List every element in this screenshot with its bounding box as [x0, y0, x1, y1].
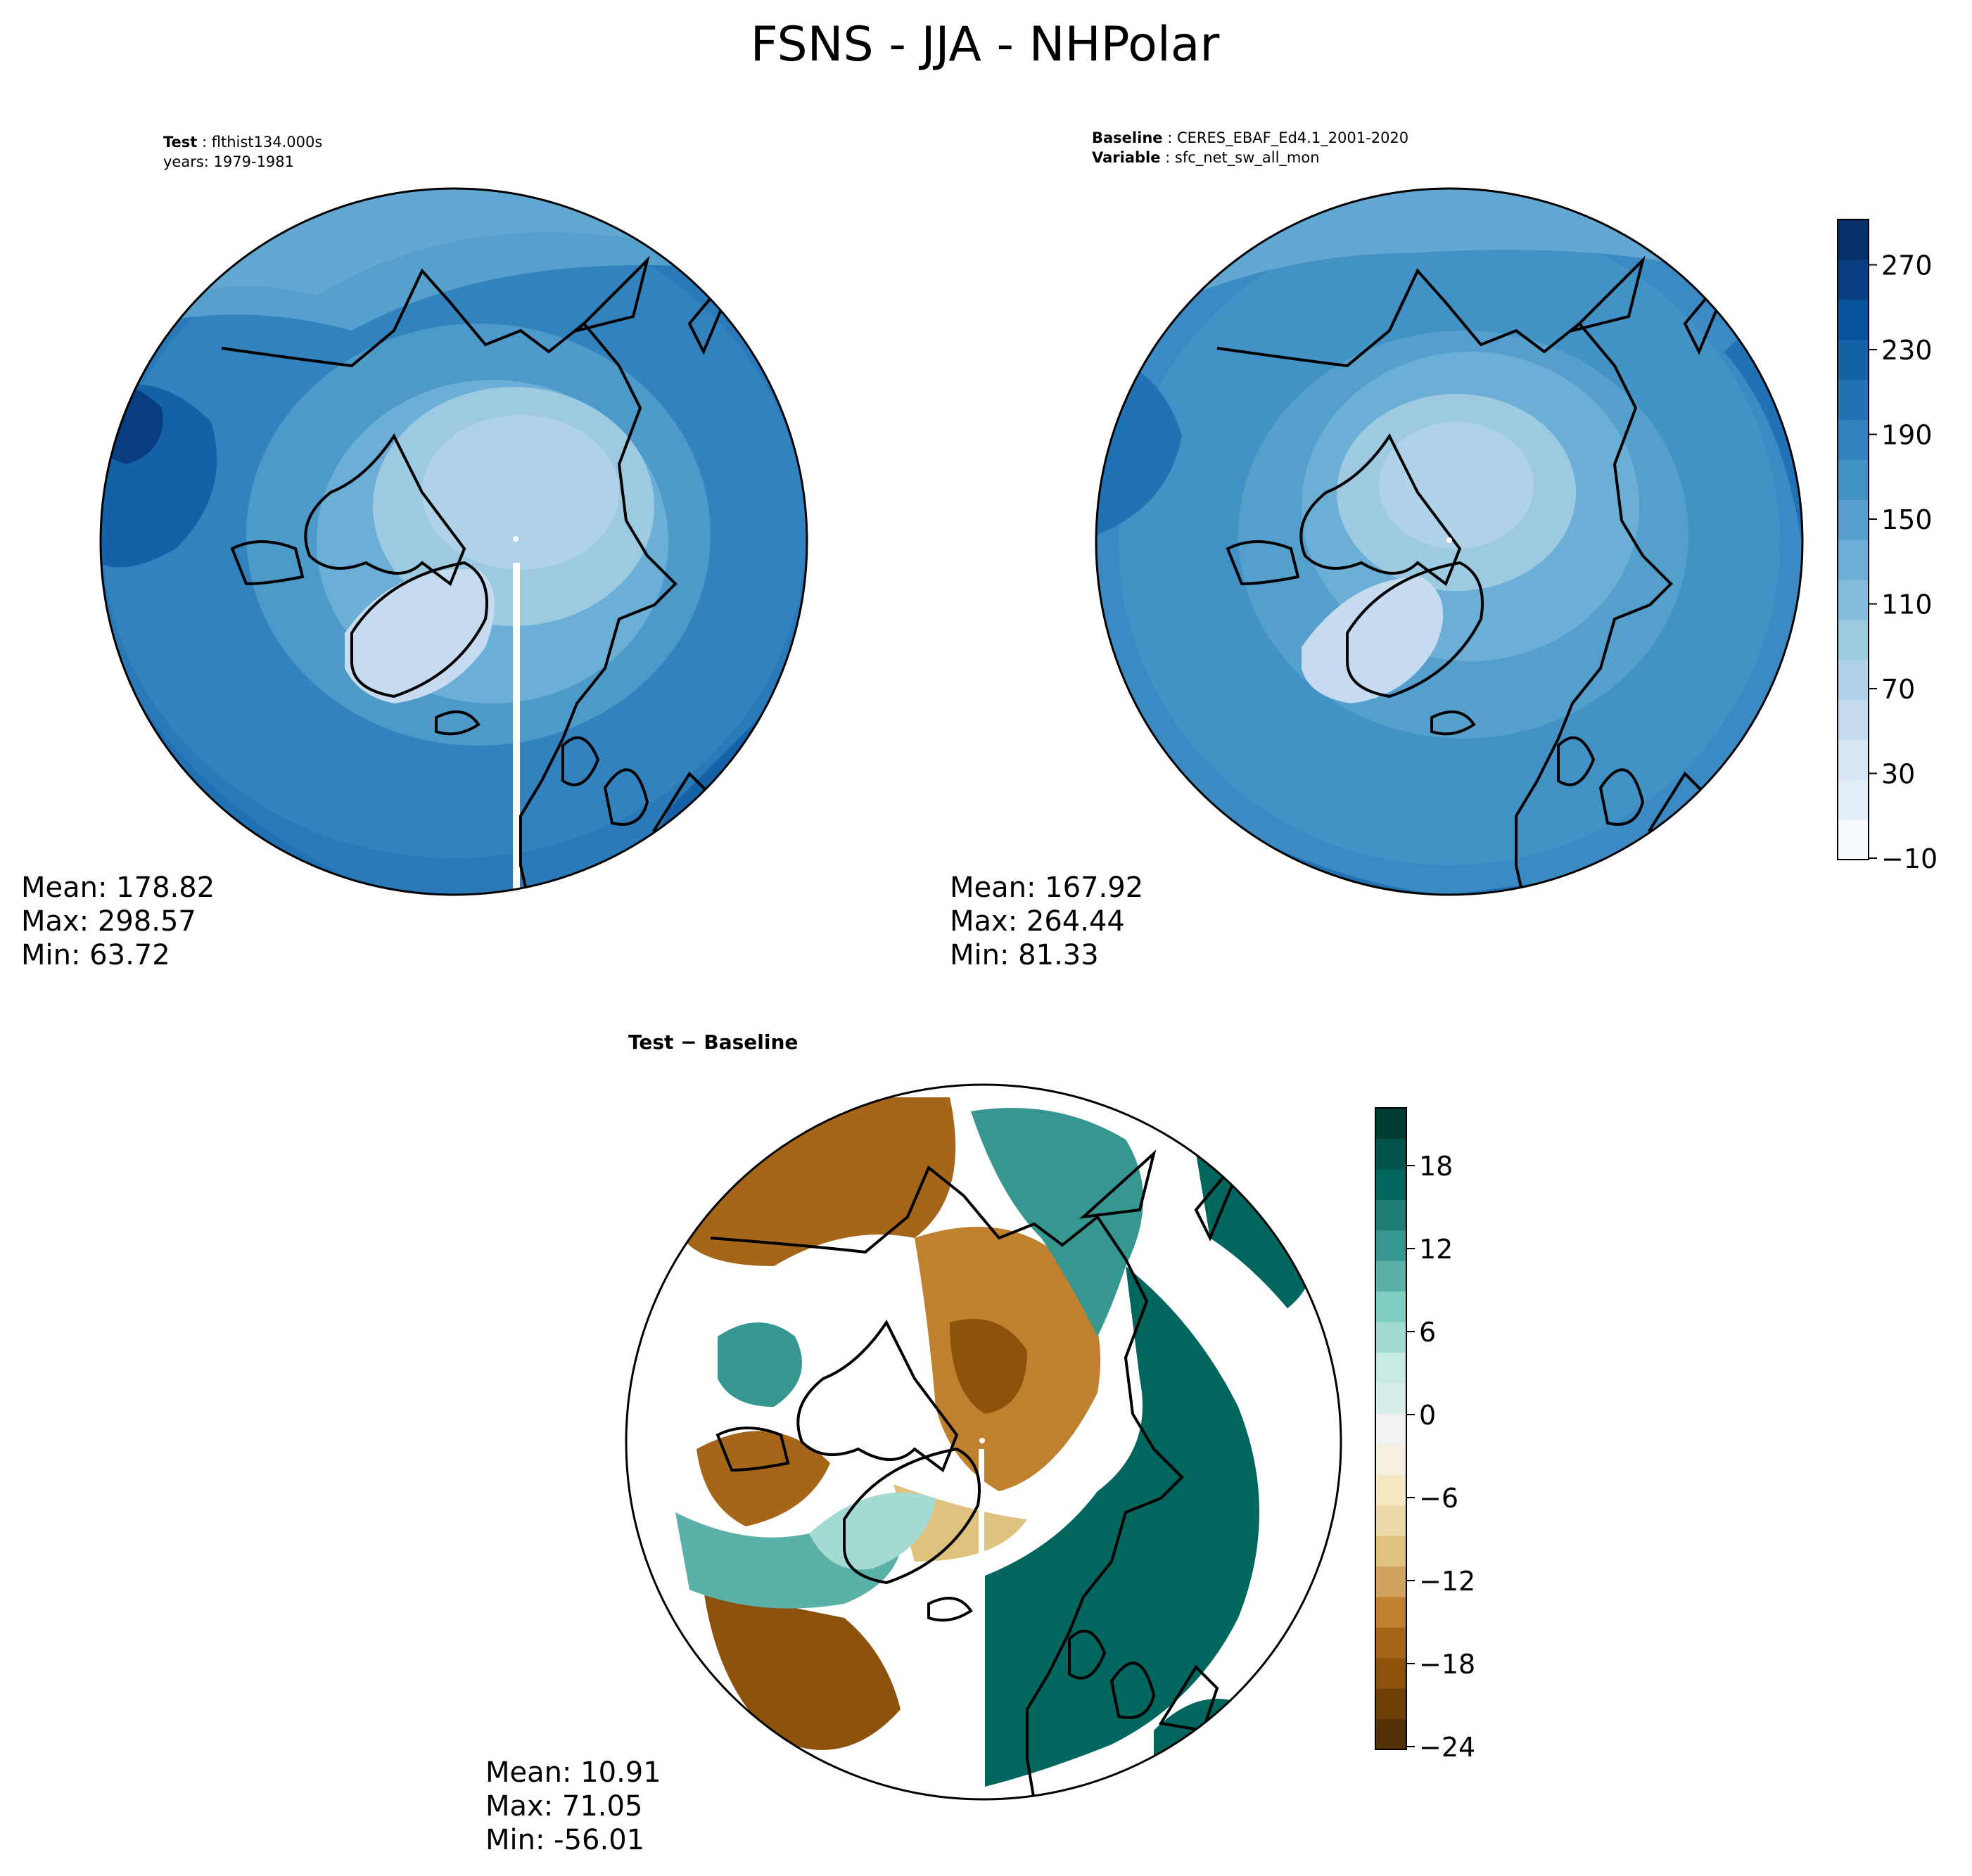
colorbar-diff-tick-label: −12: [1419, 1566, 1475, 1597]
colorbar-diff-segment: [1375, 1138, 1406, 1170]
colorbar-diff-tick-label: −24: [1419, 1732, 1475, 1763]
colorbar-main-segment: [1838, 419, 1869, 460]
colorbar-diff-tick-label: 6: [1419, 1317, 1436, 1348]
colorbar-diff-segment: [1375, 1566, 1406, 1597]
test-years: years: 1979-1981: [163, 153, 295, 170]
baseline-label: Baseline: [1092, 129, 1163, 146]
colorbar-main-segment: [1838, 819, 1869, 860]
colorbar-main-tick-label: 110: [1881, 589, 1933, 620]
diff-title: Test − Baseline: [628, 1033, 798, 1052]
baseline-mean: Mean: 167.92: [950, 872, 1144, 904]
colorbar-diff-segment: [1375, 1505, 1406, 1536]
colorbar-main-segment: [1838, 219, 1869, 260]
test-label: Test: [163, 134, 198, 151]
colorbar-diff-segment: [1375, 1108, 1406, 1140]
colorbar-main-segment: [1838, 379, 1869, 420]
colorbar-diff: −24 −18 −12 −6 0 6 12 18: [1375, 1107, 1475, 1763]
colorbar-diff-segment: [1375, 1322, 1406, 1353]
baseline-stats: Mean: 167.92 Max: 264.44 Min: 81.33: [950, 871, 1143, 972]
colorbar-main-segment: [1838, 459, 1869, 500]
test-name: flthist134.000s: [211, 134, 323, 151]
test-stats: Mean: 178.82 Max: 298.57 Min: 63.72: [21, 871, 215, 972]
colorbar-main-tick-label: 190: [1881, 420, 1933, 451]
colorbar-main-tick-label: 30: [1881, 759, 1915, 790]
diff-min: Min: -56.01: [485, 1824, 645, 1856]
diff-title-text: Test − Baseline: [628, 1030, 799, 1054]
colorbar-main-segment: [1838, 259, 1869, 300]
baseline-map: [1095, 187, 1804, 896]
colorbar-main-segment: [1838, 499, 1869, 540]
colorbar-diff-segment: [1375, 1261, 1406, 1292]
colorbar-main-segment: [1838, 779, 1869, 820]
colorbar-main-segment: [1838, 540, 1869, 580]
colorbar-diff-segment: [1375, 1230, 1406, 1261]
colorbar-diff-segment: [1375, 1291, 1406, 1322]
colorbar-main-segment: [1838, 619, 1869, 661]
figure-title: FSNS - JJA - NHPolar: [751, 17, 1220, 72]
colorbar-main-tick-label: 270: [1881, 250, 1933, 281]
colorbar-diff-frame: [1375, 1107, 1407, 1750]
colorbar-diff-tick-label: 0: [1419, 1400, 1436, 1431]
colorbar-diff-segment: [1375, 1199, 1406, 1231]
baseline-min: Min: 81.33: [950, 939, 1099, 971]
difference-map: [625, 1083, 1342, 1801]
colorbar-diff-segment: [1375, 1718, 1406, 1750]
colorbar-diff-segment: [1375, 1352, 1406, 1384]
colorbar-main-tick-label: 230: [1881, 335, 1933, 366]
colorbar-main-frame: [1837, 219, 1869, 860]
colorbar-main-tick-label: 150: [1881, 504, 1933, 535]
colorbar-diff-segment: [1375, 1627, 1406, 1659]
colorbar-diff-segment: [1375, 1168, 1406, 1200]
colorbar-diff-tick-label: −18: [1419, 1649, 1475, 1680]
colorbar-diff-segment: [1375, 1382, 1406, 1414]
colorbar-main-segment: [1838, 339, 1869, 381]
diff-stats: Mean: 10.91 Max: 71.05 Min: -56.01: [485, 1756, 661, 1857]
diff-max: Max: 71.05: [485, 1790, 643, 1823]
colorbar-main-tick-label: −10: [1881, 843, 1938, 874]
colorbar-diff-tick-label: 12: [1419, 1234, 1453, 1265]
colorbar-main: −10 30 70 110 150 190 230 270: [1837, 219, 1938, 874]
colorbar-main-segment: [1838, 699, 1869, 740]
colorbar-main-segment: [1838, 299, 1869, 340]
colorbar-diff-segment: [1375, 1474, 1406, 1506]
colorbar-main-tick-label: 70: [1881, 674, 1915, 705]
colorbar-main-segment: [1838, 739, 1869, 780]
test-min: Min: 63.72: [21, 939, 170, 971]
colorbar-diff-segment: [1375, 1413, 1406, 1445]
colorbar-diff-tick-label: 18: [1419, 1151, 1453, 1182]
colorbar-diff-segment: [1375, 1657, 1406, 1689]
diff-mean: Mean: 10.91: [485, 1756, 661, 1789]
colorbar-diff-segment: [1375, 1536, 1406, 1567]
colorbar-diff-segment: [1375, 1596, 1406, 1628]
colorbar-diff-segment: [1375, 1443, 1406, 1475]
colorbar-diff-segment: [1375, 1688, 1406, 1720]
baseline-variable: sfc_net_sw_all_mon: [1174, 149, 1320, 166]
baseline-max: Max: 264.44: [950, 905, 1125, 938]
colorbar-diff-tick-label: −6: [1419, 1483, 1458, 1514]
baseline-name: CERES_EBAF_Ed4.1_2001-2020: [1176, 129, 1409, 146]
test-mean: Mean: 178.82: [21, 872, 215, 904]
colorbar-main-segment: [1838, 579, 1869, 620]
test-max: Max: 298.57: [21, 905, 196, 938]
test-metadata: Test : flthist134.000s years: 1979-1981: [163, 134, 323, 170]
colorbar-main-segment: [1838, 659, 1869, 701]
test-map: [99, 187, 808, 896]
baseline-metadata: Baseline : CERES_EBAF_Ed4.1_2001-2020 Va…: [1092, 129, 1409, 166]
variable-label: Variable: [1092, 149, 1161, 166]
